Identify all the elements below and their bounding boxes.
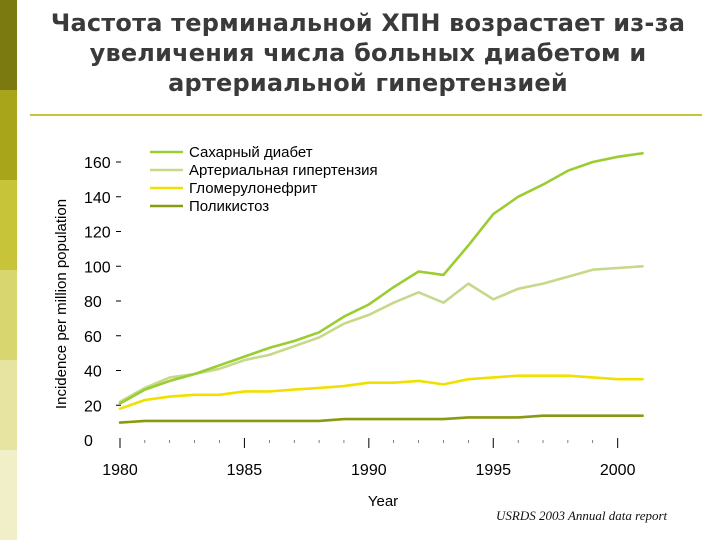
y-axis-ticks: 0 20 40 60 80 100 120 140 160	[84, 155, 121, 450]
series-line	[118, 152, 644, 405]
y-tick-label: 20	[84, 398, 102, 415]
x-tick-label: 1980	[102, 462, 138, 479]
series-lines	[118, 152, 644, 424]
y-tick-label: 0	[84, 433, 93, 450]
title-divider	[30, 114, 702, 116]
x-tick-label: 1990	[351, 462, 387, 479]
series-line	[118, 414, 644, 424]
source-note: USRDS 2003 Annual data report	[496, 508, 668, 523]
x-tick-label: 1995	[475, 462, 511, 479]
y-tick-label: 100	[84, 259, 111, 276]
left-bar-segment	[0, 90, 17, 180]
legend-label: Гломерулонефрит	[189, 180, 317, 197]
y-tick-label: 120	[84, 225, 111, 242]
x-axis-title: Year	[368, 493, 398, 510]
left-bar-segment	[0, 180, 17, 270]
y-tick-label: 40	[84, 364, 102, 381]
y-tick-label: 160	[84, 155, 111, 172]
legend-label: Сахарный диабет	[189, 144, 313, 161]
series-line	[118, 264, 644, 404]
left-bar-segment	[0, 450, 17, 540]
legend-label: Поликистоз	[189, 198, 269, 215]
y-tick-label: 140	[84, 190, 111, 207]
decorative-left-bar	[0, 0, 17, 540]
series-line	[118, 374, 644, 411]
x-tick-label: 2000	[600, 462, 636, 479]
y-tick-label: 80	[84, 294, 102, 311]
y-tick-label: 60	[84, 329, 102, 346]
x-axis-ticks: 1980 1985 1990 1995 2000	[102, 438, 636, 479]
y-axis-title: Incidence per million population	[53, 199, 70, 409]
left-bar-segment	[0, 0, 17, 90]
y-axis-title-group: Incidence per million population	[53, 199, 70, 409]
left-bar-segment	[0, 360, 17, 450]
x-tick-label: 1985	[227, 462, 263, 479]
legend-label: Артериальная гипертензия	[189, 162, 378, 179]
left-bar-segment	[0, 270, 17, 360]
slide-title: Частота терминальной ХПН возрастает из-з…	[50, 9, 686, 97]
